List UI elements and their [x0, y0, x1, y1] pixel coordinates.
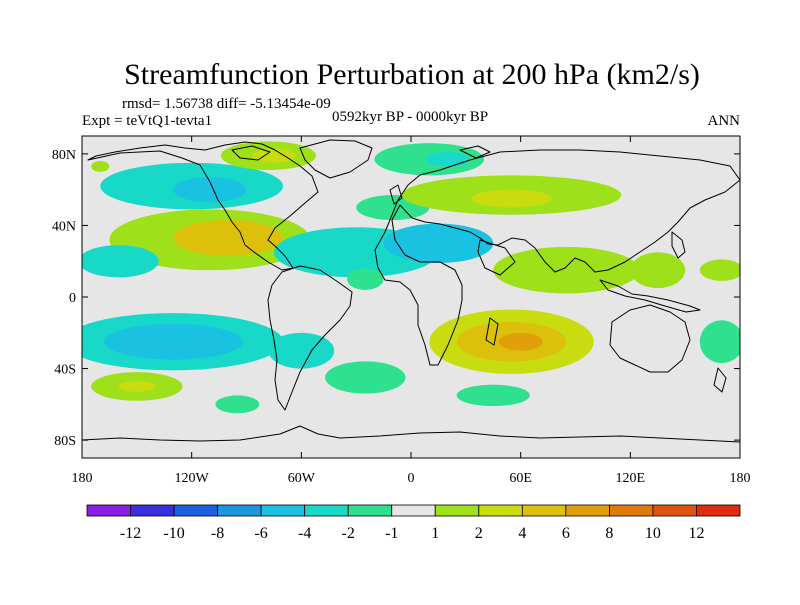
- colorbar-label: 6: [562, 525, 570, 542]
- anomaly-north-pacific-negative: [82, 245, 159, 278]
- y-tick-label: 40N: [52, 219, 76, 234]
- x-tick-label: 180: [72, 471, 93, 486]
- colorbar-swatch: [86, 504, 131, 517]
- y-tick-label: 80N: [52, 148, 76, 163]
- anomaly-south-america-negative: [268, 332, 335, 369]
- arctic-islands-coast: [231, 145, 491, 161]
- colorbar-label: -1: [385, 525, 398, 542]
- madagascar-coast: [485, 317, 499, 346]
- antarctica-coast: [82, 425, 740, 443]
- colorbar-label: 2: [475, 525, 483, 542]
- colorbar-swatch: [696, 504, 741, 517]
- colorbar-label: -10: [163, 525, 184, 542]
- anomaly-pacific-positive: [630, 252, 686, 289]
- x-tick-label: 180: [730, 471, 751, 486]
- x-tick-label: 60E: [509, 471, 532, 486]
- north-america-coast: [87, 141, 319, 271]
- anomaly-southern-ocean-west-core: [118, 381, 156, 392]
- anomaly-arctic-canada-core: [251, 148, 296, 163]
- arabia-coast: [477, 239, 516, 276]
- uk-coast: [389, 184, 403, 205]
- colorbar-swatch: [347, 504, 393, 517]
- anomaly-arctic-pacific-green: [91, 161, 110, 172]
- south-america-coast: [267, 265, 353, 411]
- anomaly-south-indian-max: [498, 332, 543, 351]
- colorbar-label: -4: [298, 525, 311, 542]
- colorbar-swatch: [565, 504, 610, 517]
- x-tick-label: 0: [408, 471, 415, 486]
- experiment-label: Expt = teVtQ1-tevta1: [82, 113, 212, 129]
- y-tick-label: 40S: [54, 363, 76, 378]
- colorbar-label: 8: [605, 525, 613, 542]
- anomaly-north-america-positive-core: [173, 220, 284, 256]
- chart-title: Streamfunction Perturbation at 200 hPa (…: [124, 58, 700, 91]
- colorbar-label: -8: [211, 525, 224, 542]
- colorbar-label: 4: [518, 525, 526, 542]
- colorbar-swatch: [391, 504, 436, 517]
- colorbar-swatch: [304, 504, 349, 517]
- season-label: ANN: [708, 113, 741, 129]
- y-tick-label: 0: [69, 291, 76, 306]
- colorbar-swatch: [130, 504, 175, 517]
- australia-coast: [609, 304, 691, 373]
- colorbar-swatch: [260, 504, 306, 517]
- coastlines: [82, 139, 740, 443]
- colorbar-label: 12: [688, 525, 704, 542]
- greenland-coast: [299, 139, 373, 179]
- colorbar-swatch: [521, 504, 567, 517]
- colorbar-swatch: [173, 504, 218, 517]
- new-zealand-coast: [713, 367, 727, 393]
- colorbar-swatch: [478, 504, 523, 517]
- colorbar-swatch: [652, 504, 697, 517]
- colorbar-label: -2: [342, 525, 355, 542]
- anomaly-far-east-green: [699, 259, 740, 281]
- anomaly-north-africa-negative: [383, 223, 494, 264]
- colorbar-label: 1: [431, 525, 439, 542]
- anomaly-layer: [82, 141, 740, 414]
- colorbar-swatch: [217, 504, 262, 517]
- anomaly-east-pacific-negative: [699, 320, 740, 364]
- anomaly-south-ocean-green: [456, 384, 530, 407]
- anomaly-asia-positive-core: [471, 189, 552, 208]
- anomaly-equator-atlantic-negative: [347, 268, 384, 290]
- colorbar: -12 -10 -8 -6 -4 -2 -1 1 2 4 6 8 10 12: [86, 504, 741, 542]
- anomaly-arctic-negative-core: [425, 152, 470, 167]
- time-range-label: 0592kyr BP - 0000kyr BP: [332, 109, 488, 125]
- colorbar-swatch: [609, 504, 654, 517]
- indonesia-coast: [599, 279, 701, 313]
- colorbar-label: -6: [254, 525, 267, 542]
- eurasia-africa-coast: [374, 149, 740, 366]
- anomaly-indian-ocean-positive: [493, 246, 640, 294]
- axis-ticks: 180 120W 60W 0 60E 120E 180 80N 40N 0 40S 80S: [52, 136, 751, 486]
- stats-text: rmsd= 1.56738 diff= -5.13454e-09: [122, 96, 331, 112]
- x-tick-label: 60W: [288, 471, 316, 486]
- anomaly-south-atlantic-green: [325, 361, 406, 394]
- y-tick-label: 80S: [54, 434, 76, 449]
- anomaly-canada-negative-core: [173, 177, 247, 203]
- colorbar-label: 10: [645, 525, 661, 542]
- x-tick-label: 120E: [616, 471, 646, 486]
- anomaly-southern-ocean-central: [215, 395, 260, 414]
- x-tick-label: 120W: [175, 471, 210, 486]
- colorbar-swatch: [434, 504, 480, 517]
- japan-coast: [671, 231, 686, 259]
- colorbar-label: -12: [120, 525, 141, 542]
- anomaly-south-pacific-core: [103, 323, 243, 360]
